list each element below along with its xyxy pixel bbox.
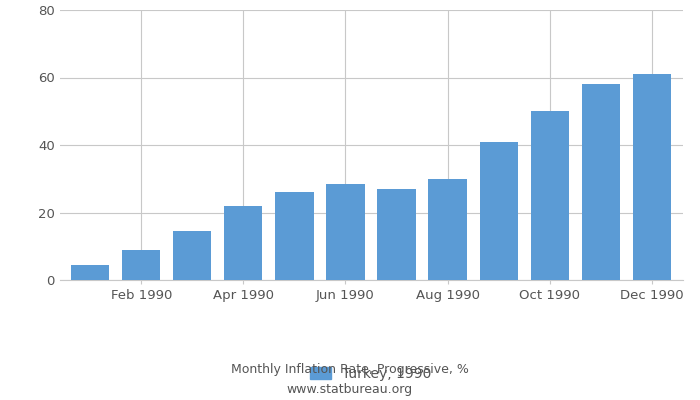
Bar (275, 192, 314, 280)
Bar (224, 206, 262, 280)
Text: Monthly Inflation Rate, Progressive, %: Monthly Inflation Rate, Progressive, % (231, 364, 469, 376)
Bar (582, 84, 620, 280)
Bar (428, 179, 467, 280)
Bar (480, 142, 518, 280)
Bar (633, 74, 671, 280)
Bar (531, 111, 569, 280)
Text: www.statbureau.org: www.statbureau.org (287, 384, 413, 396)
Bar (71, 265, 109, 280)
Bar (173, 231, 211, 280)
Bar (377, 189, 416, 280)
Legend: Turkey, 1990: Turkey, 1990 (304, 361, 438, 386)
Bar (122, 250, 160, 280)
Bar (326, 184, 365, 280)
